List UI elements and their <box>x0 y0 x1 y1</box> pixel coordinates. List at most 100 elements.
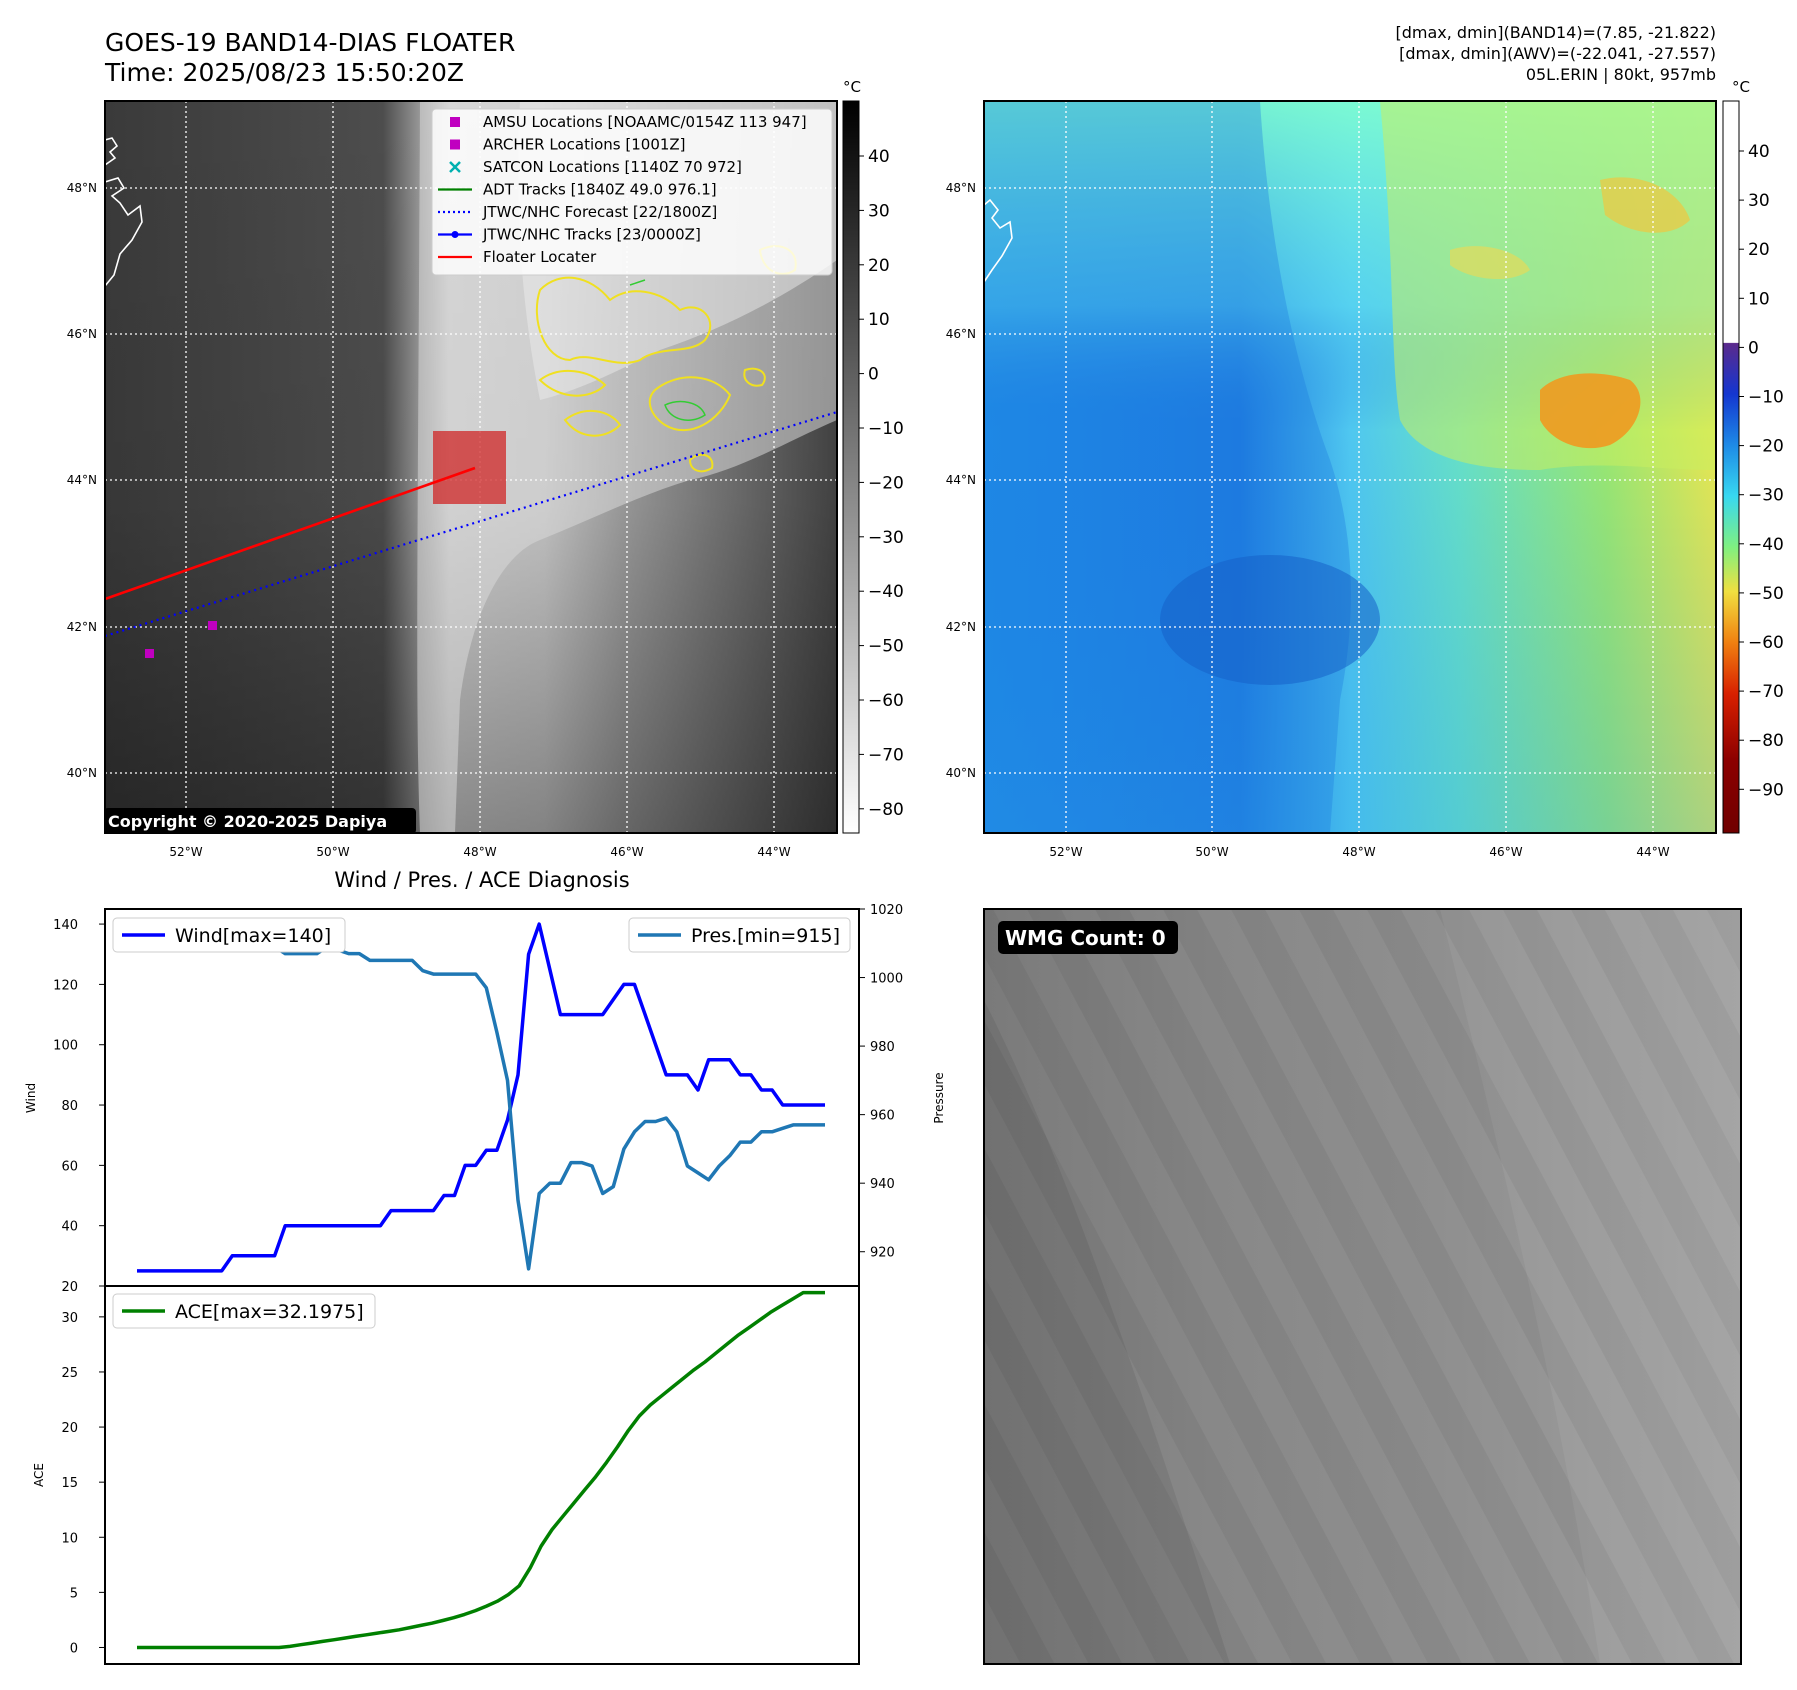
colorbar-tick-label: −60 <box>1748 633 1784 653</box>
ace-axis-tick-label: 20 <box>61 1421 78 1436</box>
wind-legend-label: Wind[max=140] <box>175 925 331 947</box>
ace-axis-tick-label: 5 <box>70 1586 78 1601</box>
ace-legend-label: ACE[max=32.1975] <box>175 1301 364 1323</box>
copyright-badge-bg <box>104 808 416 834</box>
colorbar-tick-label: −80 <box>868 800 904 820</box>
floater-locater-track <box>105 466 476 601</box>
legend-marker <box>450 117 460 127</box>
wv-lat-label: 40°N <box>946 766 976 780</box>
wv-lon-label: 50°W <box>1195 845 1228 859</box>
pressure-axis-tick-label: 940 <box>870 1177 895 1192</box>
wv-dry-slot <box>1160 555 1380 685</box>
wind-axis-label: Wind <box>24 1083 38 1113</box>
pressure-axis-tick-label: 980 <box>870 1040 895 1055</box>
colorbar-tick-label: −70 <box>868 745 904 765</box>
ir-lon-label: 44°W <box>757 845 790 859</box>
colorbar-tick-label: 40 <box>1748 142 1770 162</box>
pressure-axis-tick-label: 1020 <box>870 903 903 918</box>
colorbar-tick-label: 30 <box>868 201 890 221</box>
wv-map-panel: 48°N 46°N 44°N 42°N 40°N 52°W 50°W 48°W … <box>946 78 1784 859</box>
wmg-count-badge: WMG Count: 0 <box>1005 926 1166 950</box>
legend-marker <box>450 139 460 150</box>
wv-map-frame <box>983 100 1717 834</box>
wv-colorbar: °C 40 30 20 10 0 −10 −20 −30 −40 −50 −60 −70 −80 −90 <box>1722 78 1784 834</box>
colorbar-tick-label: −30 <box>868 528 904 548</box>
colorbar-tick-label: −30 <box>1748 486 1784 506</box>
legend-marker <box>451 231 459 238</box>
legend-entry: AMSU Locations [NOAAMC/0154Z 113 947] <box>450 113 807 131</box>
colorbar-tick-label: −20 <box>1748 437 1784 457</box>
ace-axis-tick-label: 25 <box>61 1366 78 1381</box>
ir-map-panel: 48°N 46°N 44°N 42°N 40°N 52°W 50°W 48°W … <box>67 78 904 859</box>
colorbar-tick-label: −40 <box>868 582 904 602</box>
ir-coastline <box>105 137 143 287</box>
diagnosis-title: Wind / Pres. / ACE Diagnosis <box>334 868 629 892</box>
ir-lat-label: 44°N <box>67 473 97 487</box>
floater-box <box>433 431 506 504</box>
pressure-legend: Pres.[min=915] <box>628 917 851 953</box>
legend-label: Floater Locater <box>483 248 597 266</box>
wv-warm-area <box>1540 373 1641 449</box>
legend-entry: JTWC/NHC Tracks [23/0000Z] <box>438 226 701 244</box>
colorbar-tick-label: 10 <box>1748 289 1770 309</box>
colorbar-tick-label: −60 <box>868 691 904 711</box>
wv-lon-label: 44°W <box>1636 845 1669 859</box>
ir-lon-label: 48°W <box>463 845 496 859</box>
wind-series-line <box>137 922 825 1273</box>
pressure-axis-tick-label: 1000 <box>870 972 903 987</box>
ir-colorbar: °C 40 30 20 10 0 −10 −20 −30 −40 −50 −60 −70 −80 <box>842 78 904 834</box>
diagnosis-chart: Wind / Pres. / ACE Diagnosis 20406080100… <box>24 868 946 1665</box>
wind-axis-tick-label: 80 <box>61 1099 78 1114</box>
ace-axis-label: ACE <box>32 1463 46 1487</box>
wind-axis-tick-label: 20 <box>61 1280 78 1295</box>
colorbar-tick-label: −50 <box>1748 584 1784 604</box>
ir-lon-label: 46°W <box>610 845 643 859</box>
wv-lon-label: 52°W <box>1049 845 1082 859</box>
ir-lon-label: 50°W <box>316 845 349 859</box>
colorbar-tick-label: −10 <box>1748 388 1784 408</box>
ir-legend: AMSU Locations [NOAAMC/0154Z 113 947] ARC… <box>431 108 833 276</box>
ace-axes <box>104 1285 860 1665</box>
wv-lat-label: 46°N <box>946 327 976 341</box>
wind-axis-tick-label: 60 <box>61 1159 78 1174</box>
ace-axis-tick-label: 30 <box>61 1311 78 1326</box>
colorbar-tick-label: 10 <box>868 310 890 330</box>
ir-lon-label: 52°W <box>169 845 202 859</box>
figure-title: GOES-19 BAND14-DIAS FLOATER <box>105 28 515 57</box>
ace-series-line <box>137 1290 825 1650</box>
ir-lat-label: 46°N <box>67 327 97 341</box>
figure-time: Time: 2025/08/23 15:50:20Z <box>104 58 464 87</box>
legend-label: JTWC/NHC Tracks [23/0000Z] <box>482 226 701 244</box>
legend-label: AMSU Locations [NOAAMC/0154Z 113 947] <box>483 113 807 131</box>
colorbar-tick-label: 20 <box>1748 240 1770 260</box>
ir-lat-label: 42°N <box>67 620 97 634</box>
wmg-panel: WMG Count: 0 <box>983 908 1742 1665</box>
wv-lat-label: 44°N <box>946 473 976 487</box>
legend-entry: ADT Tracks [1840Z 49.0 976.1] <box>438 181 717 199</box>
colorbar-tick-label: −20 <box>868 473 904 493</box>
wv-gridlines <box>984 101 1716 833</box>
wv-colorbar-unit: °C <box>1732 78 1750 96</box>
colorbar-tick-label: −90 <box>1748 780 1784 800</box>
legend-entry: SATCON Locations [1140Z 70 972] <box>449 158 742 176</box>
legend-label: SATCON Locations [1140Z 70 972] <box>483 158 742 176</box>
colorbar-tick-label: −70 <box>1748 682 1784 702</box>
ace-axis-tick-label: 10 <box>61 1531 78 1546</box>
colorbar-tick-label: −10 <box>868 419 904 439</box>
pressure-axis-tick-label: 960 <box>870 1109 895 1124</box>
pressure-axis-label: Pressure <box>932 1072 946 1123</box>
wv-lat-label: 48°N <box>946 181 976 195</box>
ir-lat-label: 40°N <box>67 766 97 780</box>
legend-label: ADT Tracks [1840Z 49.0 976.1] <box>483 181 717 199</box>
legend-entry: JTWC/NHC Forecast [22/1800Z] <box>438 203 717 221</box>
wv-lon-label: 46°W <box>1489 845 1522 859</box>
colorbar-tick-label: −40 <box>1748 535 1784 555</box>
legend-entry: Floater Locater <box>438 248 597 266</box>
wind-axis-tick-label: 140 <box>53 918 78 933</box>
ace-legend: ACE[max=32.1975] <box>112 1293 376 1329</box>
ace-axis-tick-label: 15 <box>61 1476 78 1491</box>
wmg-count-badge-bg <box>998 921 1178 954</box>
info-storm: 05L.ERIN | 80kt, 957mb <box>1526 65 1716 84</box>
wind-axis-tick-label: 100 <box>53 1039 78 1054</box>
